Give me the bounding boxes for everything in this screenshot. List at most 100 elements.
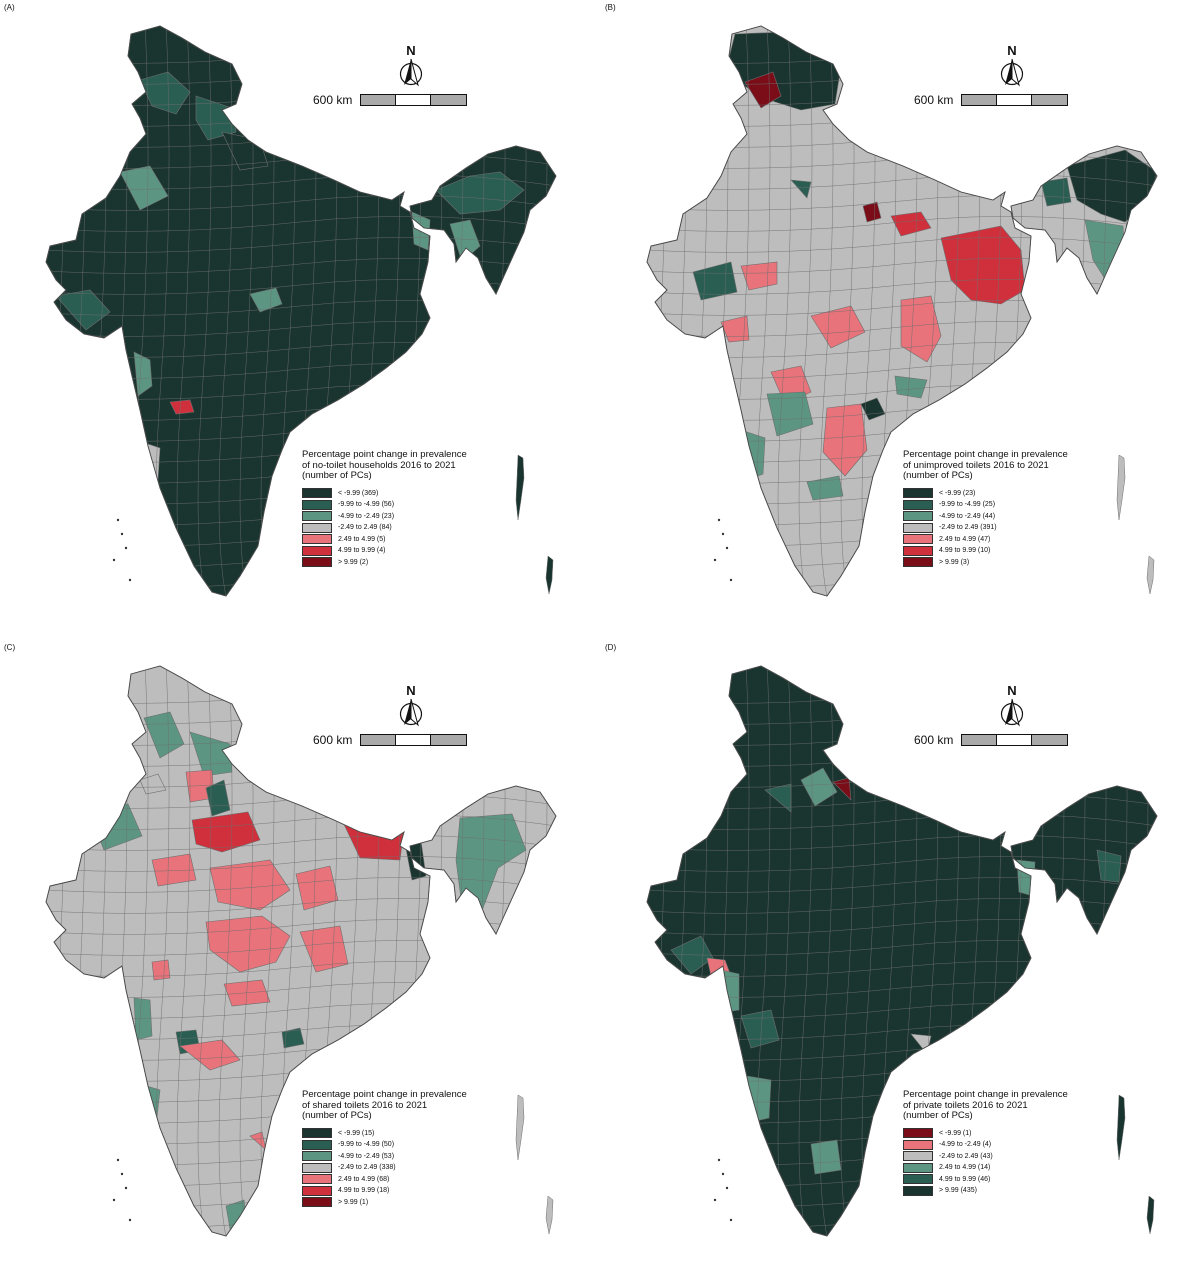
district-patch: [205, 779, 231, 817]
district-boundary: [46, 814, 556, 831]
andaman-islands: [515, 1094, 525, 1161]
scale-segment: [396, 735, 431, 745]
lakshadweep-island: [729, 1218, 733, 1222]
district-boundary: [46, 174, 556, 191]
district-boundary: [647, 835, 1157, 852]
legend-swatch: [903, 534, 933, 545]
lakshadweep-island: [128, 1218, 132, 1222]
legend-entry: -4.99 to -2.49 (4): [903, 1139, 1103, 1151]
legend-swatch: [903, 522, 933, 533]
legend-entry-label: < -9.99 (369): [338, 489, 379, 497]
map-panel-b: (B) N 600 km Percentage point change in …: [601, 0, 1202, 640]
lakshadweep-island: [120, 1172, 124, 1176]
district-patch: [281, 1027, 305, 1049]
district-patch: [740, 1009, 780, 1049]
district-boundary: [533, 666, 548, 1236]
legend-entry: -4.99 to -2.49 (23): [302, 511, 502, 523]
legend-entry: < -9.99 (23): [903, 488, 1103, 500]
andaman-islands: [545, 555, 554, 595]
legend-entry-label: -2.49 to 2.49 (43): [939, 1152, 993, 1160]
legend-swatch: [903, 545, 933, 556]
legend-entry-label: -4.99 to -2.49 (4): [939, 1141, 992, 1149]
north-arrow-label: N: [1007, 43, 1017, 58]
north-arrow: N: [996, 684, 1028, 730]
legend-entry-label: -9.99 to -4.99 (25): [939, 501, 996, 509]
district-patch: [746, 1075, 772, 1123]
legend-swatch: [302, 1185, 332, 1196]
district-boundary: [1155, 26, 1157, 596]
district-patch: [940, 225, 1026, 305]
district-boundary: [647, 919, 1157, 936]
scale-bar: 600 km: [313, 733, 473, 747]
legend-entry-label: -2.49 to 2.49 (338): [338, 1164, 396, 1172]
district-patch: [449, 219, 481, 263]
district-boundary: [46, 111, 556, 128]
legend-entry: > 9.99 (1): [302, 1197, 502, 1209]
district-boundary: [46, 835, 556, 852]
legend: Percentage point change in prevalence of …: [903, 1089, 1103, 1197]
district-boundary: [46, 132, 556, 149]
north-arrow-label: N: [406, 43, 416, 58]
lakshadweep-island: [128, 578, 132, 582]
legend-swatch: [302, 534, 332, 545]
district-boundary: [647, 258, 1157, 275]
district-patch: [249, 287, 283, 313]
scale-bar-label: 600 km: [313, 93, 353, 107]
legend-title-line: Percentage point change in prevalence: [903, 449, 1068, 460]
district-patch: [810, 1139, 842, 1175]
north-arrow: N: [395, 684, 427, 730]
lakshadweep-island: [717, 1158, 721, 1162]
legend-entry: 2.49 to 4.99 (47): [903, 534, 1103, 546]
legend-swatch: [903, 1139, 933, 1150]
district-boundary: [46, 919, 556, 936]
scale-bar: 600 km: [313, 93, 473, 107]
district-patch: [139, 773, 167, 795]
scale-bar: 600 km: [914, 733, 1074, 747]
district-patch: [1016, 859, 1036, 897]
district-patch: [119, 165, 169, 211]
district-boundary: [1113, 666, 1128, 1236]
legend-entry-label: 2.49 to 4.99 (47): [939, 535, 991, 543]
lakshadweep-island: [725, 1186, 729, 1190]
legend-entry: > 9.99 (435): [903, 1185, 1103, 1197]
legend-entry: -9.99 to -4.99 (50): [302, 1139, 502, 1151]
legend-swatch: [903, 1128, 933, 1139]
district-boundary: [647, 111, 1157, 128]
district-boundary: [647, 216, 1157, 233]
legend-entry-label: 2.49 to 4.99 (14): [939, 1164, 991, 1172]
legend-entry: -4.99 to -2.49 (53): [302, 1151, 502, 1163]
legend-entry: 2.49 to 4.99 (5): [302, 534, 502, 546]
lakshadweep-island: [717, 518, 721, 522]
district-patch: [740, 429, 766, 481]
legend-entry-label: 4.99 to 9.99 (46): [939, 1175, 991, 1183]
district-boundary: [647, 730, 1157, 747]
lakshadweep-island: [713, 558, 717, 562]
legend-entry-label: < -9.99 (1): [939, 1129, 972, 1137]
legend-title: Percentage point change in prevalence of …: [302, 449, 502, 482]
district-patch: [295, 865, 339, 911]
legend-swatch: [302, 1139, 332, 1150]
north-arrow-label: N: [1007, 683, 1017, 698]
legend-entry: 4.99 to 9.99 (10): [903, 545, 1103, 557]
legend-title-line: (number of PCs): [903, 1110, 973, 1121]
country-outline: [1010, 145, 1158, 295]
india-map: [646, 25, 1158, 597]
district-boundary: [533, 26, 548, 596]
scale-segment: [431, 95, 466, 105]
district-boundary: [46, 772, 556, 789]
district-boundary: [647, 90, 1157, 107]
lakshadweep-island: [116, 1158, 120, 1162]
district-boundary: [651, 666, 666, 1236]
scale-segment: [396, 95, 431, 105]
legend-title-line: Percentage point change in prevalence: [903, 1089, 1068, 1100]
legend-entry: -2.49 to 2.49 (391): [903, 522, 1103, 534]
lakshadweep-island: [112, 1198, 116, 1202]
north-arrow: N: [996, 44, 1028, 90]
legend-entry-label: -2.49 to 2.49 (84): [338, 524, 392, 532]
andaman-islands: [545, 1195, 554, 1235]
district-boundary: [647, 237, 1157, 254]
legend-entry-label: 2.49 to 4.99 (68): [338, 1175, 390, 1183]
legend-swatch: [903, 511, 933, 522]
scale-segment: [997, 735, 1032, 745]
district-patch: [455, 813, 527, 917]
